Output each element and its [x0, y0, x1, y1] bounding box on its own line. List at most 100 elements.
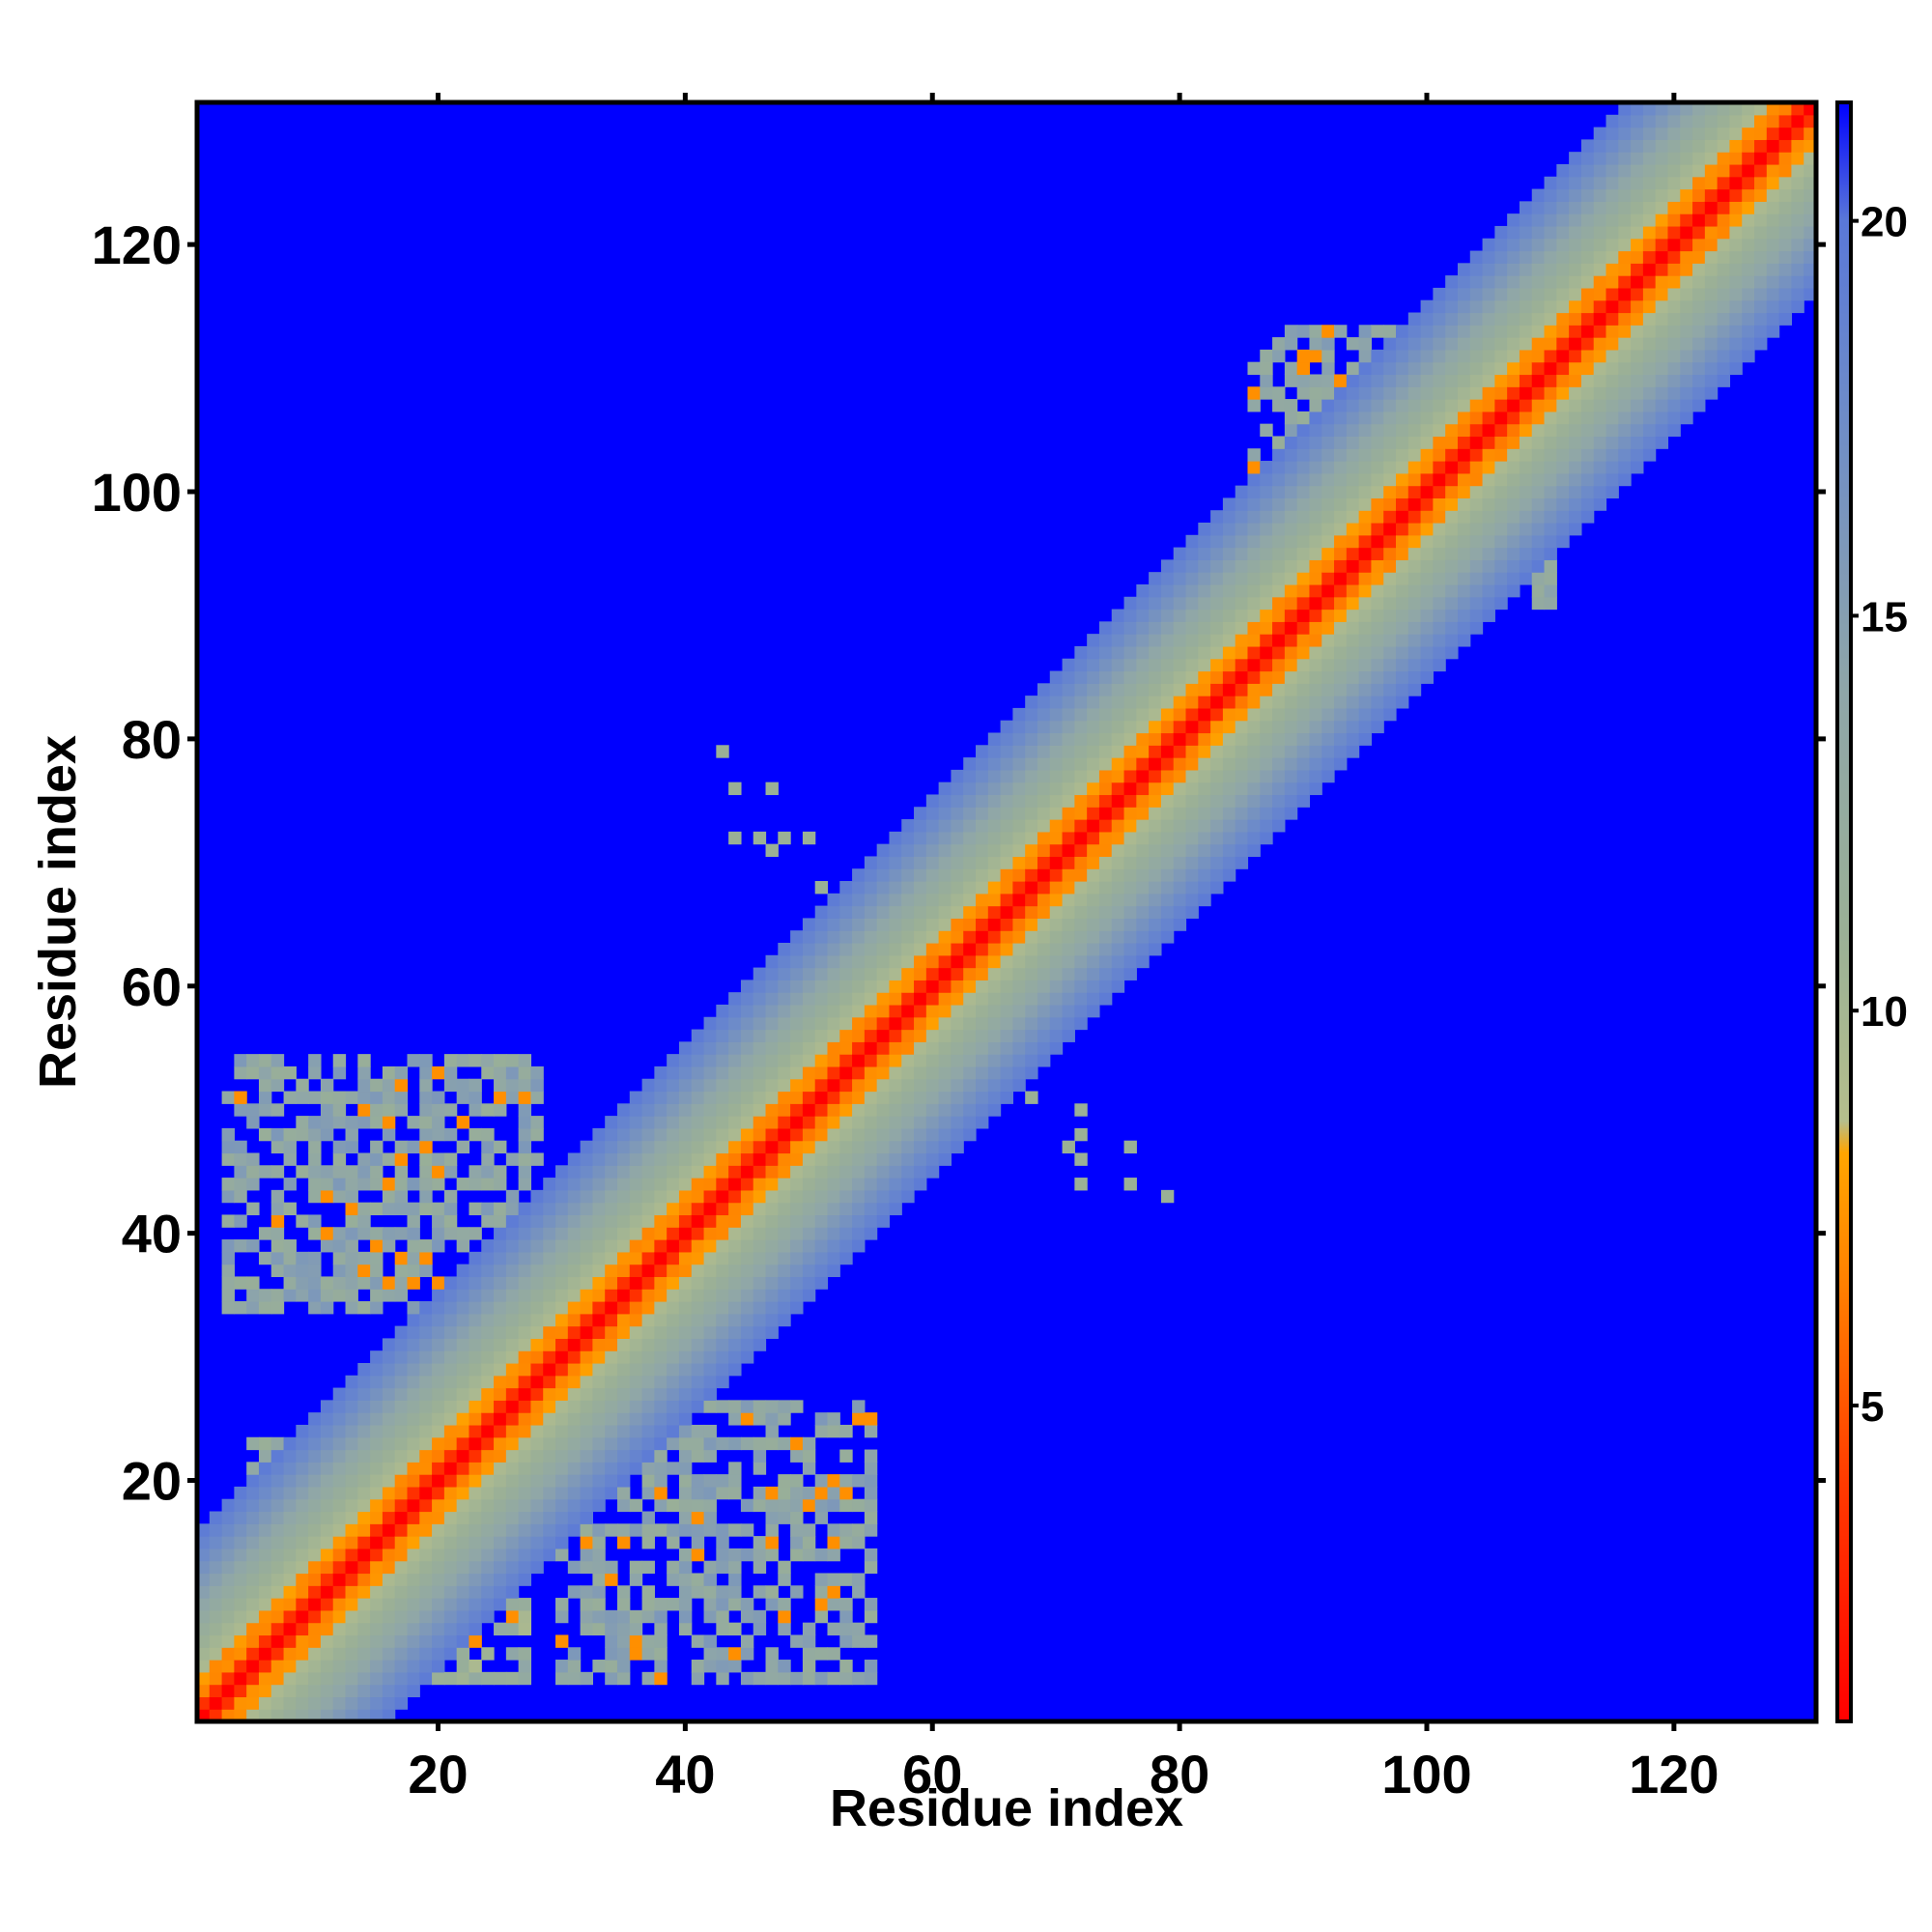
heatmap-cell [1531, 312, 1546, 326]
heatmap-cell [790, 1400, 804, 1413]
heatmap-cell [667, 1116, 680, 1129]
heatmap-cell [852, 1536, 866, 1549]
heatmap-cell [518, 1065, 532, 1080]
heatmap-cell [778, 1239, 791, 1253]
heatmap-cell [1618, 448, 1632, 462]
heatmap-cell [1098, 843, 1113, 858]
heatmap-cell [1631, 201, 1644, 214]
heatmap-cell [1049, 918, 1064, 931]
heatmap-cell [1642, 299, 1657, 314]
heatmap-cell [1284, 472, 1298, 487]
heatmap-cell [1655, 374, 1669, 387]
heatmap-cell [270, 1054, 285, 1067]
heatmap-cell [876, 843, 891, 858]
heatmap-cell [1593, 411, 1607, 425]
heatmap-cell [1433, 448, 1446, 462]
heatmap-cell [1742, 201, 1755, 214]
heatmap-cell [1642, 448, 1657, 462]
heatmap-cell [592, 1276, 606, 1290]
heatmap-cell [1074, 720, 1088, 734]
heatmap-cell [802, 992, 816, 1006]
heatmap-cell [876, 967, 891, 980]
heatmap-cell [432, 1289, 445, 1302]
heatmap-cell [629, 1449, 643, 1463]
heatmap-cell [914, 1178, 927, 1191]
heatmap-cell [1062, 807, 1075, 820]
heatmap-cell [246, 1276, 260, 1290]
heatmap-cell [1407, 658, 1422, 672]
heatmap-cell [432, 1486, 445, 1500]
heatmap-cell [678, 1239, 693, 1253]
heatmap-cell [419, 1474, 433, 1488]
heatmap-cell [1791, 152, 1804, 165]
heatmap-cell [1791, 176, 1804, 190]
heatmap-cell [1346, 572, 1360, 585]
heatmap-cell [1791, 238, 1804, 252]
heatmap-cell [567, 1387, 582, 1401]
heatmap-cell [1457, 572, 1471, 585]
heatmap-cell [951, 893, 964, 907]
heatmap-cell [494, 1436, 507, 1451]
heatmap-cell [1729, 299, 1743, 314]
heatmap-cell [345, 1523, 358, 1537]
heatmap-cell [1556, 522, 1570, 536]
heatmap-cell [1494, 534, 1508, 549]
heatmap-cell [1593, 436, 1607, 449]
heatmap-cell [320, 1696, 334, 1710]
heatmap-cell [1631, 275, 1644, 289]
heatmap-cell [1655, 263, 1669, 276]
heatmap-cell [1149, 583, 1162, 598]
heatmap-cell [901, 918, 915, 931]
heatmap-cell [308, 1214, 322, 1228]
heatmap-cell [1037, 992, 1051, 1006]
heatmap-cell [728, 831, 742, 845]
heatmap-cell [580, 1189, 593, 1204]
heatmap-cell [308, 1165, 322, 1179]
heatmap-cell [394, 1165, 409, 1179]
heatmap-cell [1642, 225, 1657, 240]
heatmap-cell [1482, 559, 1495, 573]
heatmap-cell [1136, 645, 1150, 660]
heatmap-cell [1136, 732, 1150, 746]
heatmap-cell [765, 1276, 779, 1290]
heatmap-cell [1507, 461, 1520, 474]
heatmap-cell [469, 1598, 482, 1611]
heatmap-cell [543, 1239, 556, 1253]
heatmap-cell [765, 992, 779, 1006]
heatmap-cell [914, 881, 927, 895]
heatmap-cell [1605, 127, 1619, 140]
heatmap-cell [654, 1671, 668, 1686]
heatmap-cell [1334, 485, 1348, 498]
heatmap-cell [1346, 448, 1360, 462]
heatmap-cell [802, 1165, 816, 1179]
heatmap-cell [543, 1486, 556, 1500]
heatmap-cell [827, 1029, 840, 1042]
heatmap-cell [283, 1511, 297, 1524]
heatmap-cell [1296, 485, 1311, 498]
heatmap-cell [1383, 572, 1397, 585]
heatmap-cell [1062, 992, 1075, 1006]
heatmap-cell [1321, 732, 1335, 746]
heatmap-cell [1062, 918, 1075, 931]
heatmap-cell [864, 1103, 878, 1117]
heatmap-cell [938, 942, 952, 956]
heatmap-cell [864, 980, 878, 993]
heatmap-cell [494, 1462, 507, 1475]
heatmap-cell [1396, 497, 1409, 511]
heatmap-cell [555, 1536, 569, 1549]
heatmap-cell [703, 1338, 717, 1351]
heatmap-cell [543, 1350, 556, 1364]
heatmap-cell [914, 807, 927, 820]
heatmap-cell [270, 1647, 285, 1661]
heatmap-cell [555, 1436, 569, 1451]
heatmap-cell [443, 1436, 458, 1451]
heatmap-cell [592, 1424, 606, 1438]
heatmap-cell [580, 1264, 593, 1278]
heatmap-cell [1098, 992, 1113, 1006]
heatmap-cell [246, 1511, 260, 1524]
heatmap-cell [667, 1301, 680, 1315]
heatmap-cell [345, 1412, 358, 1426]
heatmap-cell [332, 1091, 347, 1104]
heatmap-cell [197, 1660, 211, 1673]
heatmap-cell [1544, 349, 1557, 363]
